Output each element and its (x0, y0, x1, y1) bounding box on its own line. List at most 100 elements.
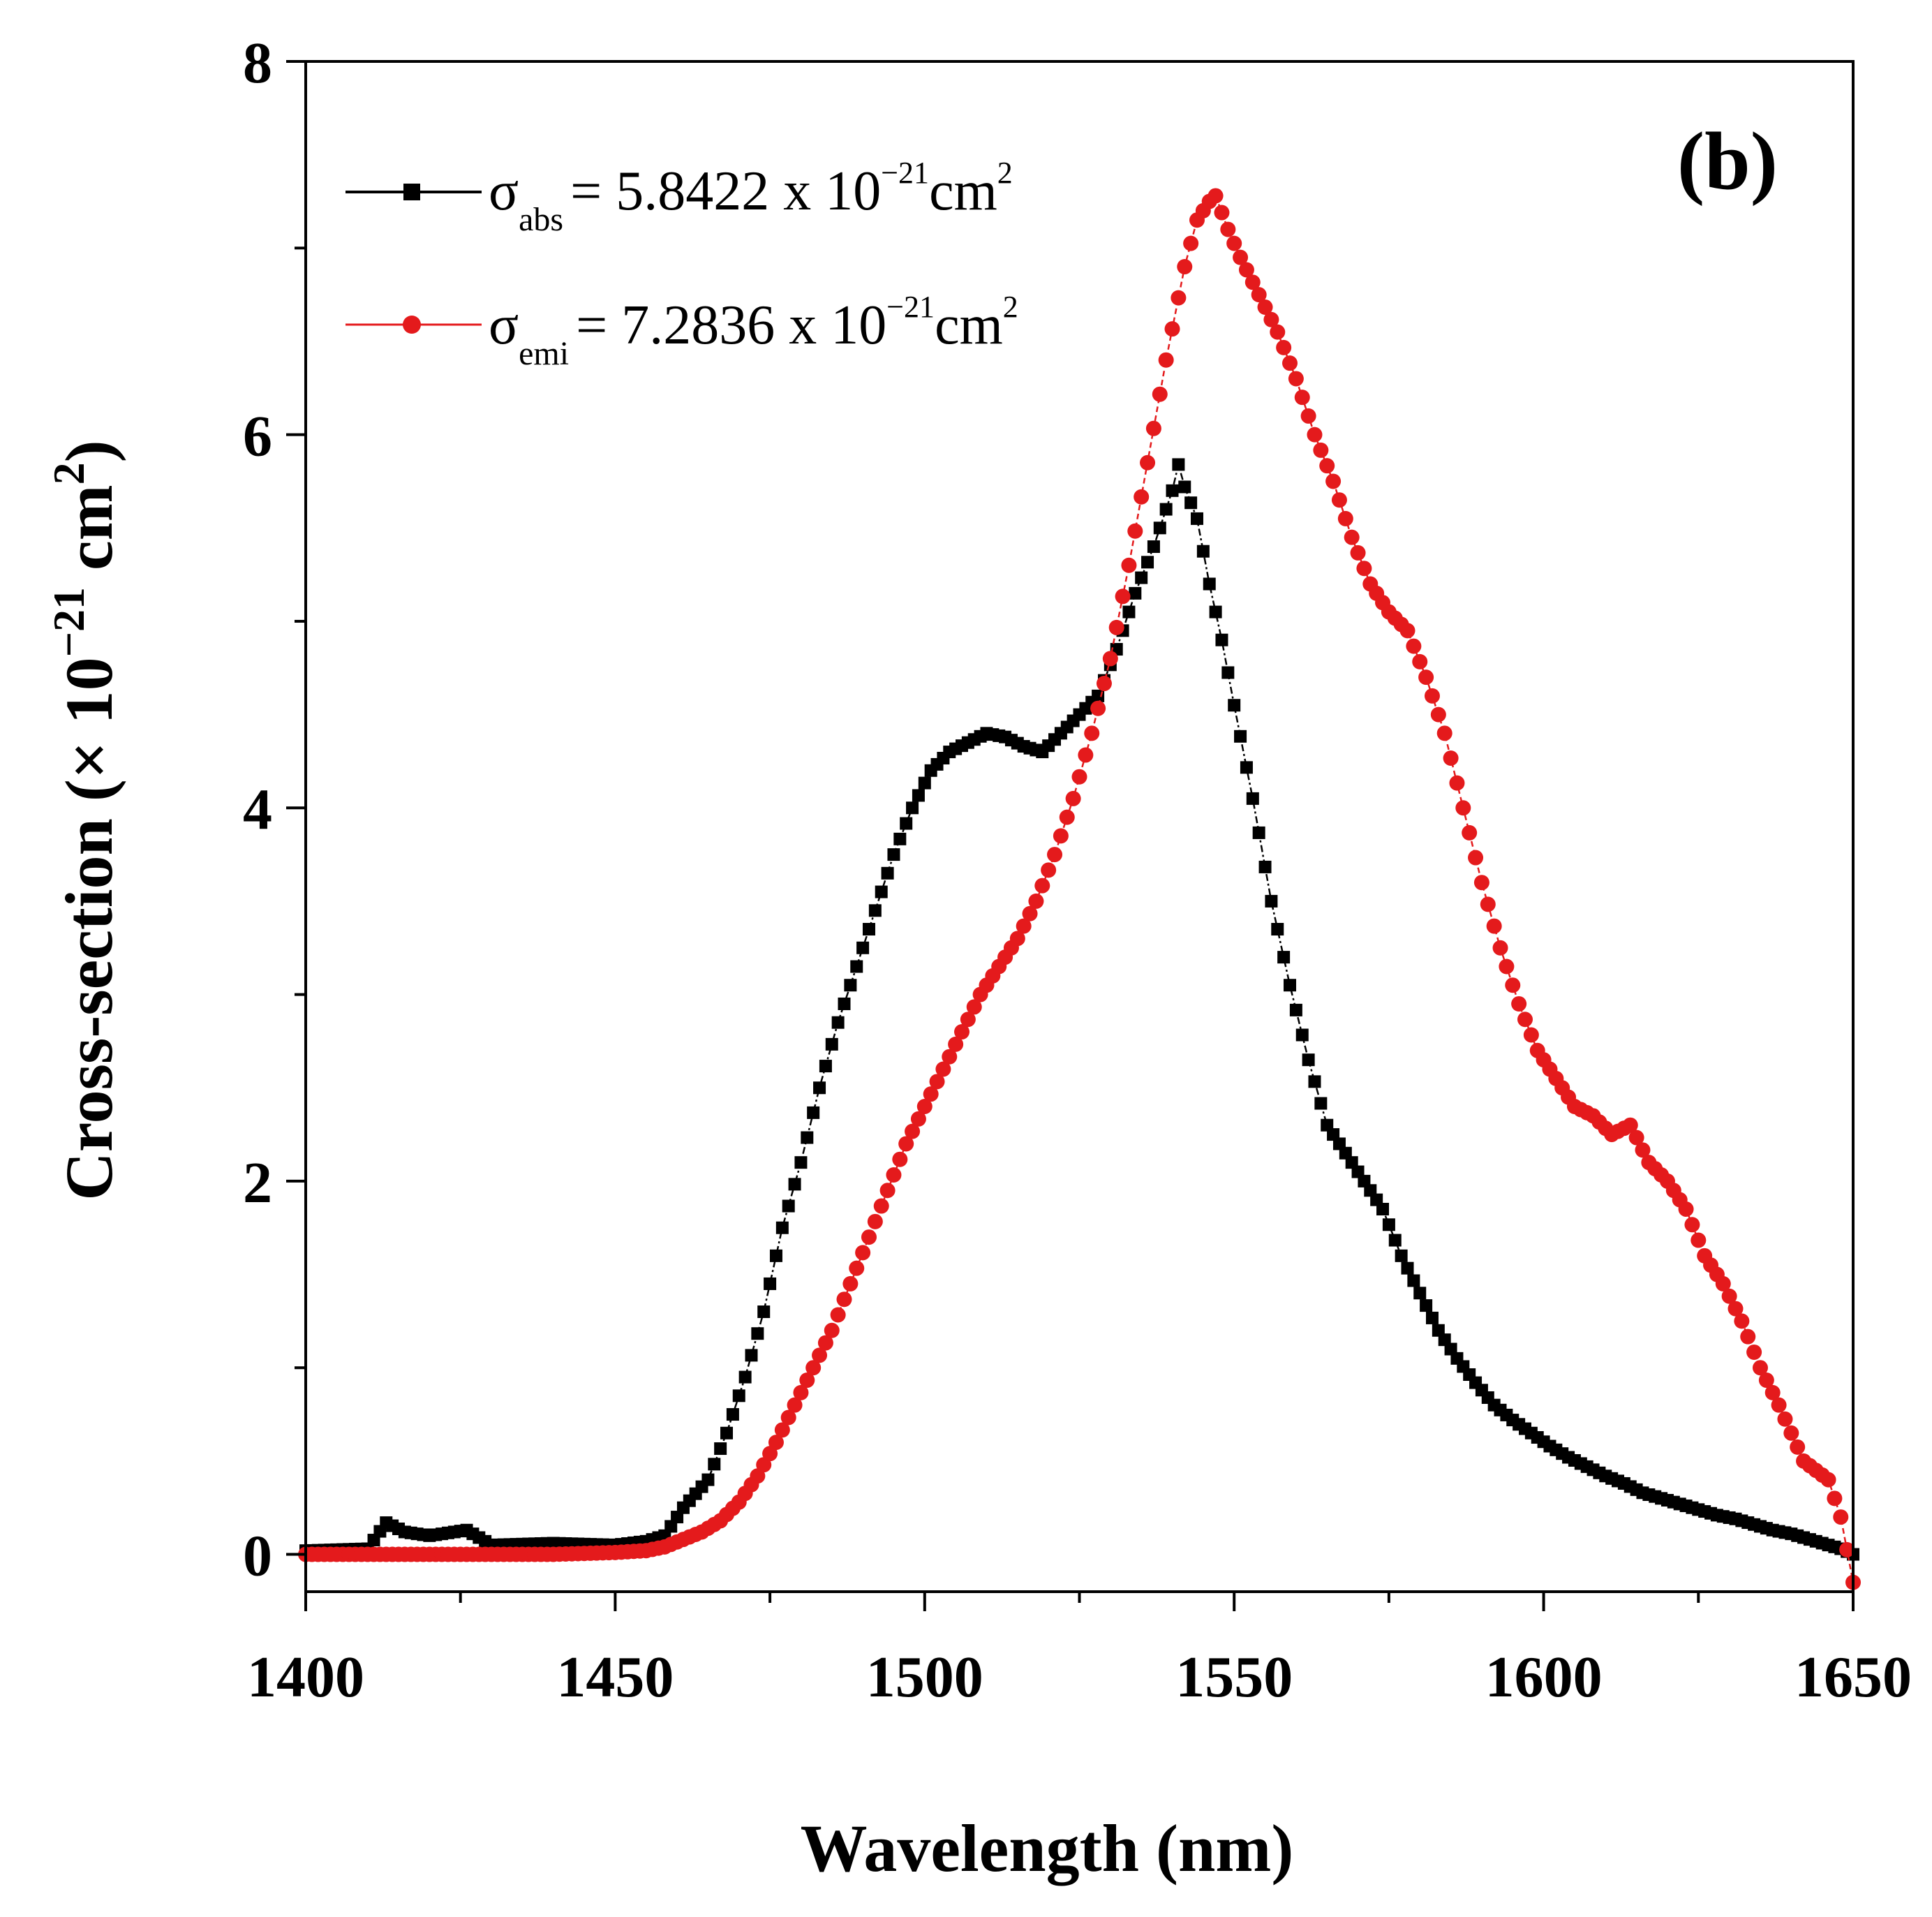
data-point-abs (1178, 480, 1191, 494)
plot-frame (304, 60, 1855, 1593)
x-tick-label: 1600 (1485, 1645, 1603, 1710)
data-point-emi (774, 1422, 790, 1438)
data-point-emi (855, 1245, 871, 1261)
data-point-emi (1344, 529, 1360, 545)
data-point-emi (916, 1098, 932, 1114)
data-point-abs (1420, 1299, 1433, 1312)
data-point-abs (751, 1327, 764, 1340)
data-point-abs (887, 848, 900, 861)
data-point-emi (1226, 235, 1242, 251)
data-point-emi (948, 1036, 964, 1052)
y-axis-ticks: 0 2 4 6 8 (243, 31, 306, 1589)
data-point-emi (1764, 1384, 1781, 1400)
data-point-abs (801, 1131, 814, 1144)
data-point-emi (1721, 1288, 1737, 1304)
data-point-abs (1271, 923, 1284, 936)
data-point-abs (1228, 699, 1241, 712)
data-point-abs (782, 1199, 795, 1213)
data-point-abs (1190, 512, 1203, 525)
data-point-abs (1376, 1203, 1390, 1215)
data-point-emi (960, 1012, 976, 1028)
data-point-emi (1628, 1130, 1644, 1146)
data-point-emi (1455, 800, 1471, 816)
data-point-emi (1140, 454, 1156, 471)
data-point-emi (1276, 339, 1292, 355)
data-point-emi (1090, 700, 1106, 716)
x-tick-label: 1650 (1794, 1645, 1912, 1710)
data-point-abs (1413, 1287, 1427, 1300)
data-point-emi (1251, 287, 1267, 303)
y-axis-title: Cross-section (× 10−21 cm2) (44, 440, 126, 1200)
data-point-emi (1517, 1012, 1533, 1028)
data-point-emi (1145, 420, 1161, 436)
series-line (306, 194, 1855, 1583)
data-point-abs (1382, 1218, 1395, 1231)
data-point-emi (1016, 918, 1032, 934)
data-point-emi (1244, 274, 1261, 290)
data-point-emi (1294, 390, 1310, 406)
data-point-abs (1284, 979, 1297, 992)
data-point-emi (1430, 706, 1446, 723)
data-point-abs (757, 1305, 771, 1319)
data-point-emi (910, 1111, 926, 1127)
data-point-emi (768, 1435, 784, 1451)
data-point-emi (1833, 1509, 1849, 1525)
data-point-emi (750, 1468, 766, 1484)
data-point-emi (1214, 205, 1230, 221)
data-point-abs (912, 789, 925, 802)
data-point-emi (1486, 918, 1502, 934)
data-point-emi (1096, 676, 1112, 692)
data-point-abs (838, 997, 851, 1010)
data-point-abs (856, 941, 870, 954)
data-point-abs (701, 1473, 715, 1486)
data-point-abs (794, 1156, 808, 1169)
data-point-emi (1424, 688, 1440, 704)
data-point-emi (1449, 775, 1465, 791)
data-point-abs (1234, 730, 1247, 743)
data-point-emi (1678, 1201, 1694, 1217)
data-point-emi (1412, 653, 1428, 669)
data-point-emi (1009, 931, 1025, 947)
data-point-abs (1308, 1075, 1321, 1088)
data-point-emi (1263, 311, 1279, 327)
data-point-emi (1034, 878, 1050, 894)
data-point-emi (1319, 458, 1335, 474)
data-point-emi (935, 1061, 951, 1077)
data-point-abs (1240, 761, 1253, 774)
data-point-abs (875, 885, 888, 898)
data-point-abs (918, 776, 931, 790)
data-point-emi (1771, 1397, 1787, 1413)
data-point-emi (1337, 510, 1353, 526)
data-point-emi (1084, 725, 1100, 741)
data-point-emi (1108, 619, 1124, 635)
data-point-abs (813, 1081, 826, 1095)
data-point-emi (861, 1229, 877, 1245)
y-tick-label: 6 (243, 404, 272, 469)
data-point-abs (732, 1389, 745, 1402)
data-point-abs (1172, 458, 1185, 471)
series-absorption (299, 458, 1859, 1561)
data-point-emi (1462, 824, 1478, 841)
data-point-emi (929, 1074, 945, 1090)
data-point-emi (1746, 1344, 1762, 1360)
series-emission (298, 188, 1861, 1590)
data-point-emi (1727, 1301, 1744, 1317)
data-point-emi (1331, 492, 1347, 508)
data-point-emi (1827, 1490, 1843, 1507)
data-point-emi (1622, 1117, 1638, 1133)
data-point-emi (1208, 188, 1224, 204)
data-point-emi (1238, 262, 1254, 278)
data-point-emi (1511, 995, 1527, 1012)
data-point-emi (1270, 324, 1286, 340)
data-point-emi (805, 1360, 822, 1376)
legend-marker-abs (403, 184, 420, 200)
data-point-emi (1053, 828, 1069, 844)
data-point-emi (1790, 1439, 1806, 1455)
legend-entry-emi: σemi = 7.2836 x 10−21cm2 (345, 290, 1018, 372)
legend-marker-emi (403, 316, 421, 334)
data-point-emi (1505, 977, 1521, 993)
legend: σabs = 5.8422 x 10−21cm2 σemi = 7.2836 x 1… (345, 156, 1018, 372)
data-point-emi (1325, 473, 1342, 489)
data-point-abs (1252, 826, 1265, 839)
